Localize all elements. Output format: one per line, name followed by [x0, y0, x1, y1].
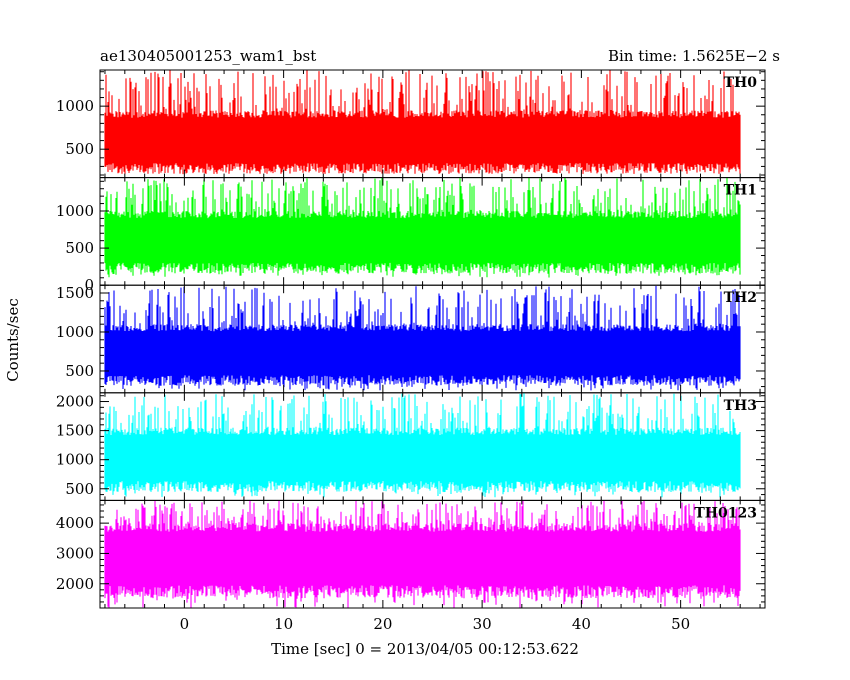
- y-tick-label: 500: [65, 239, 94, 257]
- y-tick-label: 1000: [56, 97, 94, 115]
- x-tick-label: 30: [473, 615, 492, 633]
- y-tick-label: 500: [65, 480, 94, 498]
- panel-th2: 500 1000 1500 TH2: [56, 284, 766, 394]
- y-tick-label: 1500: [56, 422, 94, 440]
- th0-series: [104, 70, 741, 175]
- x-axis-title: Time [sec] 0 = 2013/04/05 00:12:53.622: [271, 640, 579, 658]
- panel-label-th0: TH0: [724, 75, 758, 91]
- panel-th0: 500 1000 TH0: [56, 69, 766, 179]
- x-tick-label: 40: [572, 615, 591, 633]
- y-tick-label: 3000: [56, 544, 94, 562]
- panel-th0123: 2000 3000 4000 TH0123: [56, 499, 766, 609]
- y-tick-label: 2000: [56, 575, 94, 593]
- x-tick-label: 20: [373, 615, 392, 633]
- th2-series: [104, 286, 741, 391]
- y-tick-label: 1000: [56, 323, 94, 341]
- y-tick-label: 500: [65, 362, 94, 380]
- th1-series: [104, 177, 741, 278]
- y-tick-label: 1000: [56, 451, 94, 469]
- th0123-series: [104, 500, 741, 608]
- y-axis-title: Counts/sec: [4, 298, 22, 382]
- th3-series: [104, 393, 741, 498]
- panel-stack: 500 1000 TH0 0 500 1000 TH1 500 1000 1500 TH2 500 10…: [56, 69, 766, 609]
- panel-label-th3: TH3: [724, 398, 757, 414]
- panel-th1: 0 500 1000 TH1: [56, 177, 766, 294]
- y-tick-label: 1500: [56, 284, 94, 302]
- x-tick-label: 10: [274, 615, 293, 633]
- observation-title: ae130405001253_wam1_bst: [100, 47, 316, 65]
- y-tick-label: 500: [65, 140, 94, 158]
- x-tick-label: 0: [180, 615, 190, 633]
- x-tick-label: 50: [671, 615, 690, 633]
- panel-label-th1: TH1: [724, 183, 757, 199]
- panel-frame: [99, 499, 766, 609]
- x-axis-tick-labels: 0 10 20 30 40 50: [180, 615, 691, 633]
- y-tick-label: 4000: [56, 514, 94, 532]
- panel-label-th2: TH2: [724, 290, 757, 306]
- panel-label-th0123: TH0123: [694, 505, 757, 521]
- panel-th3: 500 1000 1500 2000 TH3: [56, 392, 766, 501]
- bin-time-label: Bin time: 1.5625E−2 s: [608, 47, 780, 65]
- y-tick-label: 2000: [56, 393, 94, 411]
- y-tick-label: 0: [84, 276, 94, 294]
- y-tick-label: 1000: [56, 202, 94, 220]
